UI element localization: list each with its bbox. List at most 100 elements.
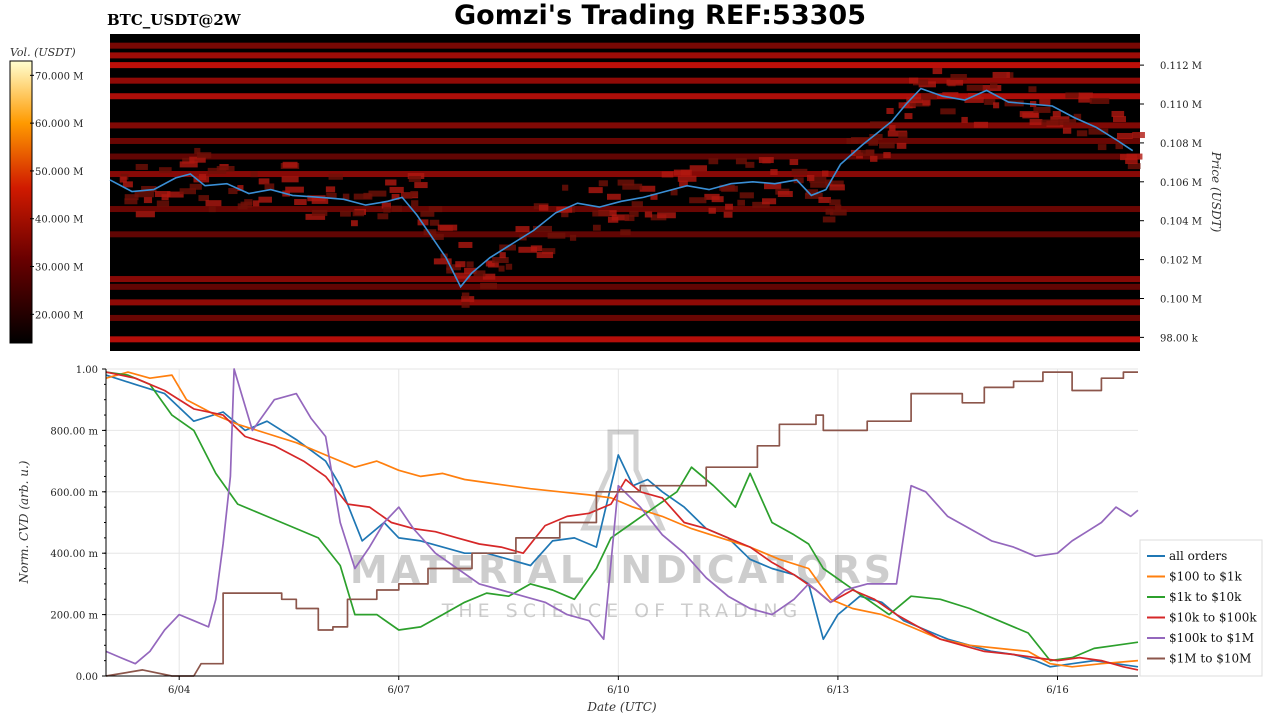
colorbar-ticks: 70.000 M 60.000 M 50.000 M 40.000 M 30.000 M…	[30, 71, 83, 321]
heat-cell	[606, 193, 621, 200]
price-tick-label: 0.112 M	[1160, 61, 1202, 72]
heat-cell	[711, 196, 724, 203]
heat-cell	[1116, 132, 1133, 139]
heat-cell	[631, 201, 643, 208]
heat-cell	[307, 195, 326, 202]
heat-cell	[135, 163, 148, 170]
heat-cell	[850, 137, 870, 144]
heat-cell	[855, 150, 875, 157]
heat-cell	[644, 211, 653, 218]
heat-cell	[159, 167, 172, 174]
heat-cell	[770, 169, 778, 176]
heat-cell	[689, 165, 708, 172]
heat-cell	[410, 190, 419, 197]
heat-cell	[868, 139, 878, 146]
heat-cell	[264, 183, 275, 190]
heat-cell	[237, 185, 244, 192]
heat-cell	[689, 197, 707, 204]
heat-band	[110, 171, 1140, 178]
heat-band	[110, 276, 1140, 283]
heat-cell	[208, 206, 216, 213]
heat-cell	[1126, 153, 1143, 160]
price-tick-label: 0.100 M	[1160, 294, 1202, 305]
cvd-y-ticks: 1.00 800.00 m 600.00 m 400.00 m 200.00 m 0.00	[50, 365, 106, 683]
heat-cell	[189, 156, 206, 163]
heat-cell	[429, 219, 440, 226]
heat-cell	[179, 188, 197, 195]
heat-cell	[340, 210, 351, 217]
heat-cell	[383, 206, 391, 213]
heat-cell	[498, 265, 505, 272]
page-title: Gomzi's Trading REF:53305	[454, 0, 866, 31]
heat-cell	[154, 191, 171, 198]
colorbar-tick-label: 70.000 M	[35, 71, 83, 82]
heat-cell	[611, 214, 630, 221]
heat-cell	[650, 193, 658, 200]
heat-cell	[1125, 157, 1138, 164]
flask-icon	[580, 429, 666, 531]
heat-cell	[205, 200, 222, 207]
heat-cell	[673, 169, 691, 176]
heat-cell	[804, 192, 823, 199]
heat-cell	[818, 196, 831, 203]
heat-cell	[305, 213, 326, 220]
heat-cell	[904, 113, 913, 120]
heat-cell	[135, 211, 155, 218]
heat-cell	[466, 261, 474, 268]
heat-cell	[588, 187, 603, 194]
watermark-tagline: THE SCIENCE OF TRADING	[441, 600, 803, 622]
heat-cell	[179, 161, 198, 168]
heat-cell	[1076, 130, 1088, 137]
heat-cell	[1127, 163, 1141, 170]
heat-cell	[869, 133, 883, 140]
colorbar-tick-label: 50.000 M	[35, 167, 83, 178]
heat-cell	[423, 229, 437, 236]
heat-cell	[1058, 119, 1077, 126]
heat-cell	[420, 210, 435, 217]
heat-cell	[391, 193, 400, 200]
heat-band	[110, 122, 1140, 129]
series-line-5	[105, 371, 1138, 677]
heat-cell	[922, 99, 931, 106]
heat-cell	[389, 186, 404, 193]
heat-cell	[561, 211, 569, 218]
heat-cell	[542, 248, 556, 255]
heat-cell	[228, 188, 238, 195]
heat-cell	[428, 206, 443, 213]
legend-label: $100k to $1M	[1169, 631, 1254, 645]
heat-cell	[282, 161, 298, 168]
heat-cell	[984, 98, 996, 105]
heat-cell	[536, 252, 554, 259]
heat-cell	[532, 225, 552, 232]
legend-label: $1M to $10M	[1169, 652, 1251, 666]
heat-cell	[182, 157, 195, 164]
heat-cell	[822, 216, 836, 223]
heat-cell	[1033, 106, 1051, 113]
heat-cell	[1078, 96, 1092, 103]
heat-cell	[739, 192, 754, 199]
heat-cell	[1029, 119, 1043, 126]
heat-cell	[458, 241, 473, 248]
heat-cell	[258, 178, 270, 185]
heat-cell	[809, 176, 827, 183]
heat-cell	[216, 165, 235, 172]
heat-cell	[990, 82, 998, 89]
heat-cell	[670, 189, 678, 196]
series-line-2	[105, 371, 1139, 662]
cvd-series	[105, 368, 1139, 677]
heat-cell	[197, 152, 212, 159]
heat-cell	[1089, 97, 1110, 104]
colorbar-tick-label: 20.000 M	[35, 310, 83, 321]
legend-label: all orders	[1169, 549, 1227, 563]
heat-cell	[141, 185, 157, 192]
watermark-brand: MATERIAL INDICATORS	[350, 548, 894, 592]
heat-cell	[569, 234, 577, 241]
heat-cell	[657, 212, 676, 219]
heat-cell	[281, 176, 299, 183]
heat-cell	[721, 185, 738, 192]
heat-cell	[411, 200, 419, 207]
heat-cell	[252, 200, 260, 207]
heat-band	[110, 283, 1140, 290]
heat-cell	[737, 199, 745, 206]
heat-cell	[353, 193, 373, 200]
